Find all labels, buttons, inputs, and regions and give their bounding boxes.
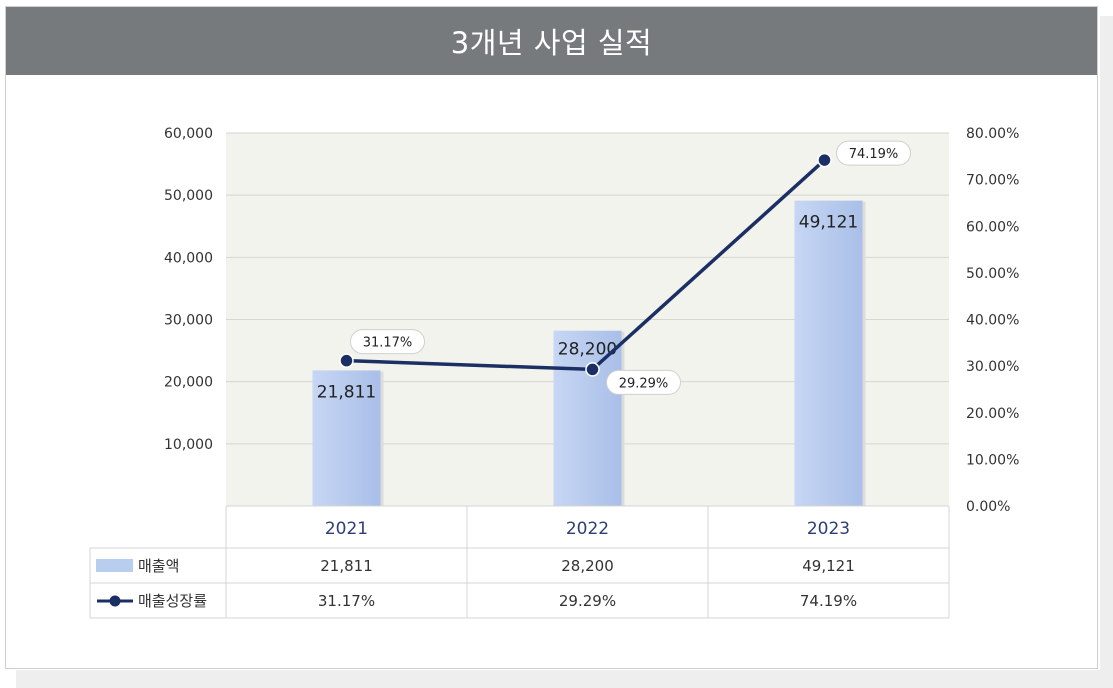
bar-data-label: 28,200 <box>558 340 617 360</box>
category-label: 2022 <box>566 519 609 539</box>
table-cell: 31.17% <box>318 592 375 610</box>
left-axis-tick-label: 20,000 <box>164 375 213 391</box>
category-label: 2023 <box>807 519 850 539</box>
right-axis-tick-label: 50.00% <box>966 266 1019 282</box>
left-axis-tick-label: 50,000 <box>164 188 213 204</box>
table-cell: 49,121 <box>802 557 855 575</box>
growth-label-bubble <box>836 140 911 166</box>
right-axis-tick-label: 10.00% <box>966 452 1019 468</box>
left-axis-tick-label: 60,000 <box>164 126 213 142</box>
bar <box>794 200 863 507</box>
bar-data-label: 49,121 <box>799 213 858 233</box>
right-axis-tick-label: 0.00% <box>966 499 1010 515</box>
growth-label-bubble <box>350 329 425 355</box>
growth-marker <box>339 353 354 368</box>
left-axis-tick-label: 10,000 <box>164 437 213 453</box>
growth-marker <box>817 152 832 168</box>
category-label: 2021 <box>325 519 368 539</box>
right-axis-tick-label: 40.00% <box>966 313 1019 329</box>
table-cell: 29.29% <box>559 592 616 610</box>
right-axis-tick-label: 30.00% <box>966 359 1019 375</box>
right-axis-tick-label: 80.00% <box>966 126 1019 142</box>
right-axis-tick-label: 60.00% <box>966 219 1019 235</box>
legend-line-marker <box>109 595 121 607</box>
bar <box>553 330 622 506</box>
page-title: 3개년 사업 실적 <box>6 7 1097 75</box>
growth-data-label: 31.17% <box>363 336 413 351</box>
growth-data-label: 29.29% <box>619 376 669 391</box>
table-cell: 74.19% <box>800 592 857 610</box>
card-shadow-right <box>1100 16 1113 688</box>
legend-label-sales: 매출액 <box>138 557 179 575</box>
right-axis-tick-label: 70.00% <box>966 173 1019 189</box>
table-cell: 28,200 <box>561 557 614 575</box>
right-axis-tick-label: 20.00% <box>966 406 1019 422</box>
bar <box>312 370 381 506</box>
growth-marker <box>585 362 600 377</box>
legend-bar-swatch <box>96 559 133 572</box>
card-shadow-bottom <box>16 670 1113 688</box>
legend-label-growth: 매출성장률 <box>138 592 207 610</box>
bar-data-label: 21,811 <box>317 382 376 402</box>
left-axis-tick-label: 30,000 <box>164 313 213 329</box>
left-axis-tick-label: 40,000 <box>164 250 213 266</box>
table-cell: 21,811 <box>320 557 373 575</box>
growth-label-bubble <box>606 369 681 395</box>
growth-data-label: 74.19% <box>849 147 899 162</box>
